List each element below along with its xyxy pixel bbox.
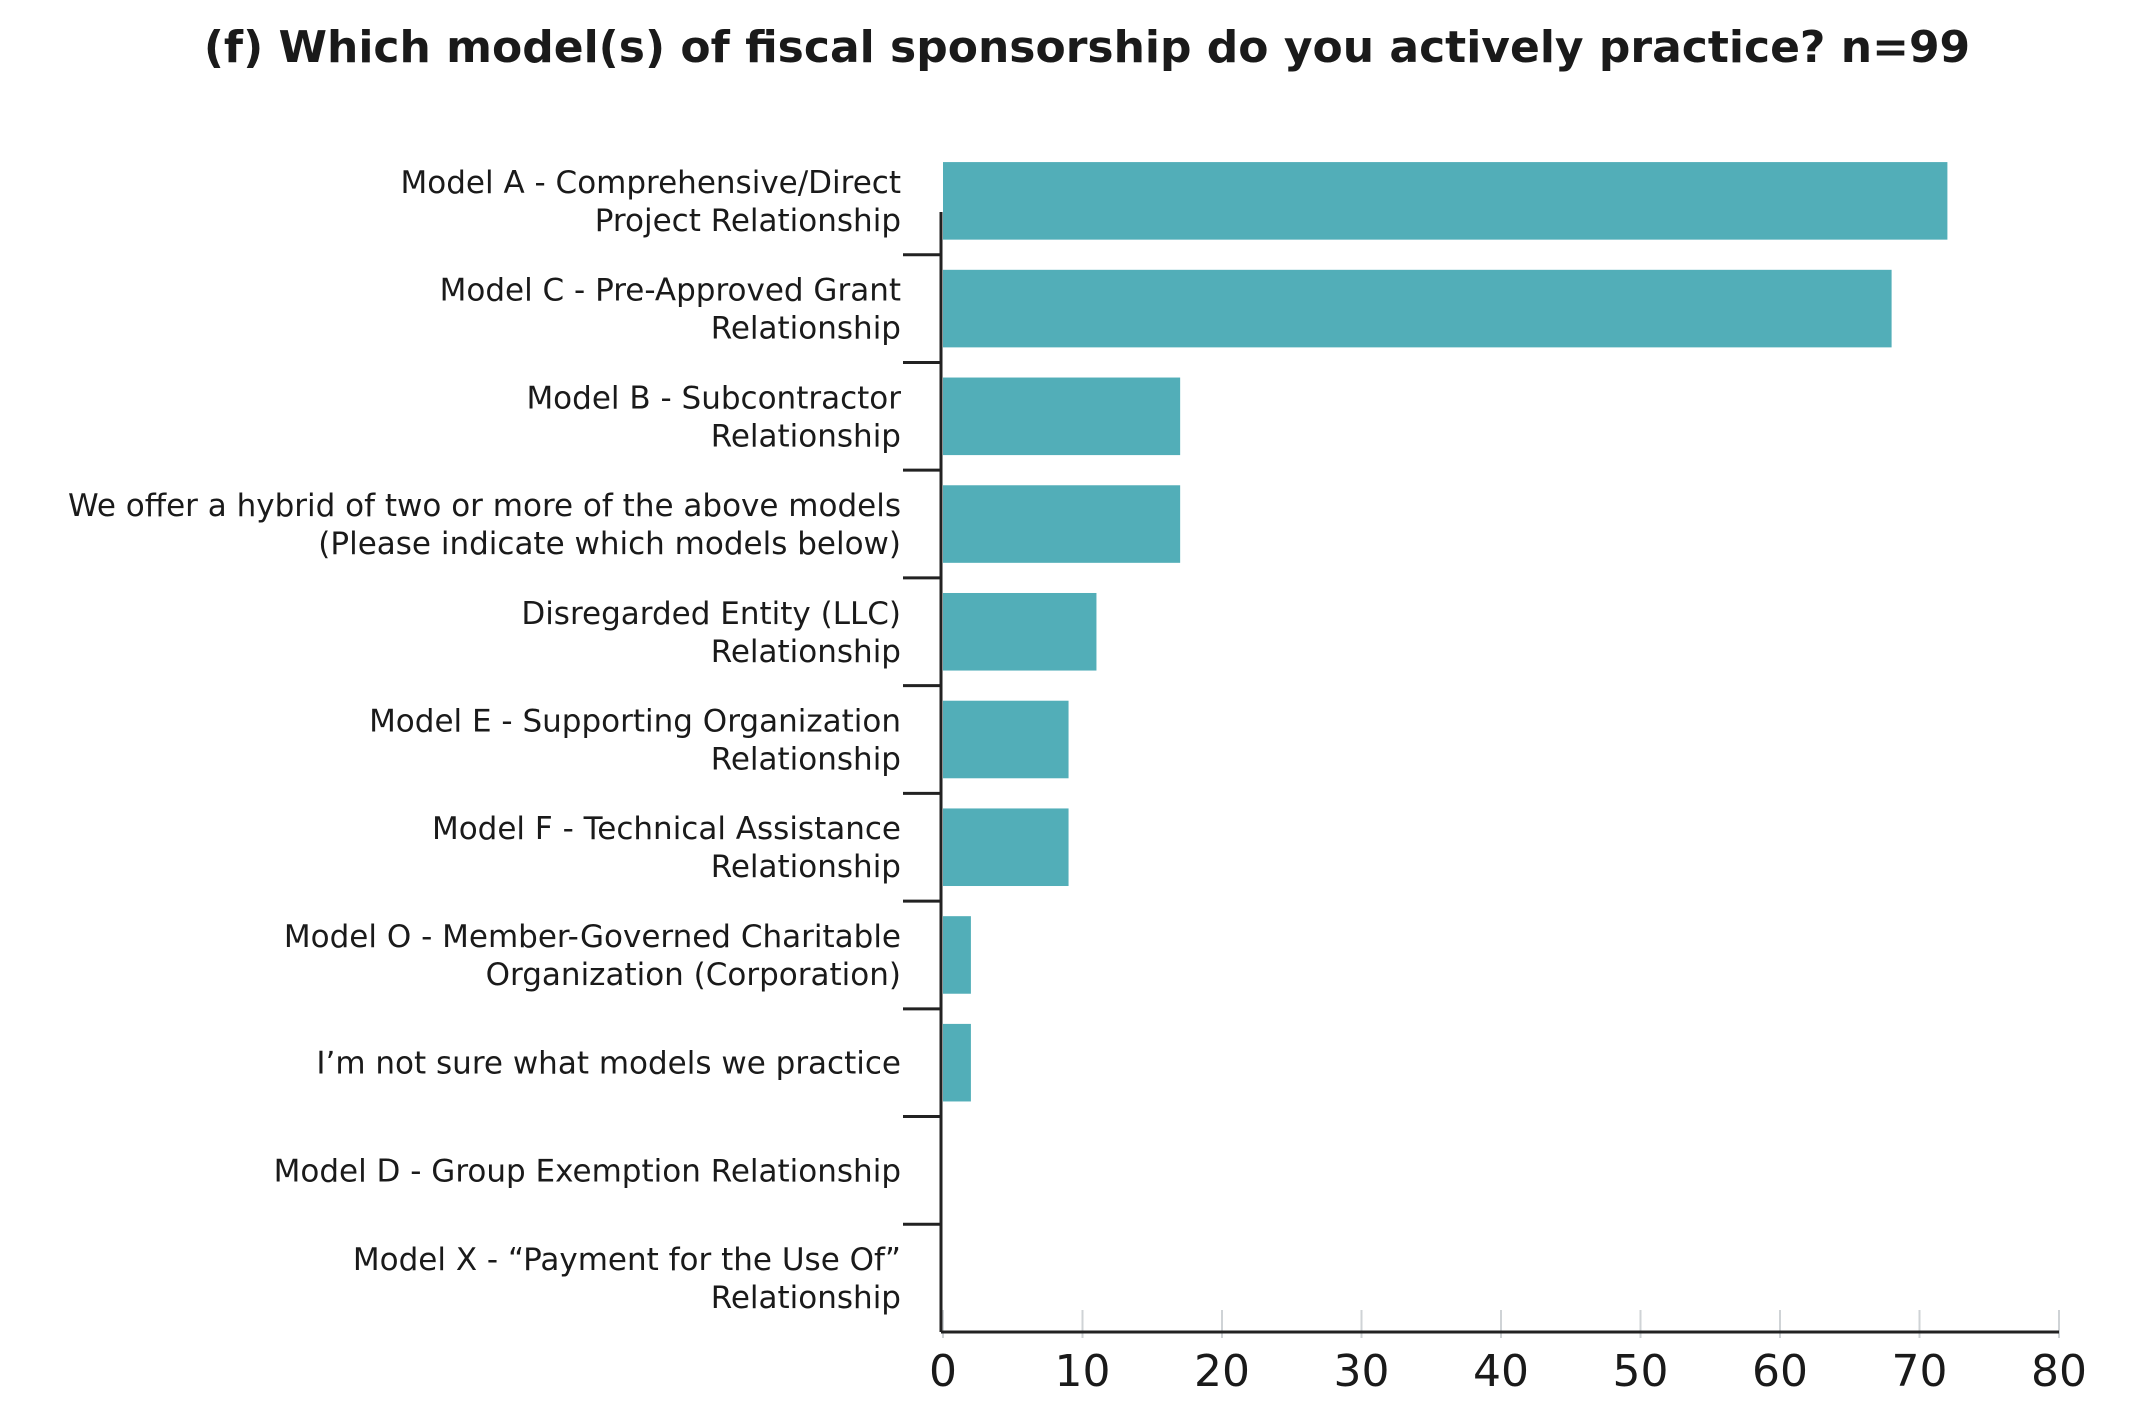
y-tick-label: Model X - “Payment for the Use Of” Relati… <box>353 1242 901 1316</box>
x-tick-label: 70 <box>1892 1346 1948 1397</box>
bar <box>943 916 971 994</box>
y-tick-label: Model O - Member-Governed Charitable Orga… <box>284 919 901 993</box>
y-tick-label: Model A - Comprehensive/Direct Project Re… <box>401 165 901 239</box>
y-tick-label: Model D - Group Exemption Relationship <box>274 1153 901 1189</box>
bar <box>943 1023 971 1102</box>
x-tick-label: 0 <box>929 1346 957 1397</box>
bar <box>943 162 1948 240</box>
chart-title: (f) Which model(s) of fiscal sponsorship… <box>204 22 1970 73</box>
y-tick-label: Disregarded Entity (LLC) Relationship <box>521 596 901 670</box>
y-tick-label: Model E - Supporting Organization Relatio… <box>369 704 901 778</box>
bar <box>943 485 1181 563</box>
bar <box>943 808 1069 887</box>
y-tick-label: I’m not sure what models we practice <box>316 1046 901 1082</box>
x-tick-label: 80 <box>2031 1346 2087 1397</box>
x-tick-label: 40 <box>1473 1346 1529 1397</box>
y-tick-label: Model C - Pre-Approved Grant Relationship <box>440 273 901 347</box>
bar <box>943 377 1181 456</box>
x-tick-label: 10 <box>1055 1346 1111 1397</box>
y-tick-label: We offer a hybrid of two or more of the … <box>68 488 901 562</box>
x-tick-label: 50 <box>1613 1346 1669 1397</box>
bar <box>943 269 1892 348</box>
bar <box>943 700 1069 779</box>
y-tick-label: Model B - Subcontractor Relationship <box>526 380 901 454</box>
x-tick-label: 20 <box>1194 1346 1250 1397</box>
x-tick-label: 60 <box>1752 1346 1808 1397</box>
x-tick-label: 30 <box>1334 1346 1390 1397</box>
y-tick-label: Model F - Technical Assistance Relationsh… <box>432 811 901 885</box>
bar <box>943 592 1097 671</box>
